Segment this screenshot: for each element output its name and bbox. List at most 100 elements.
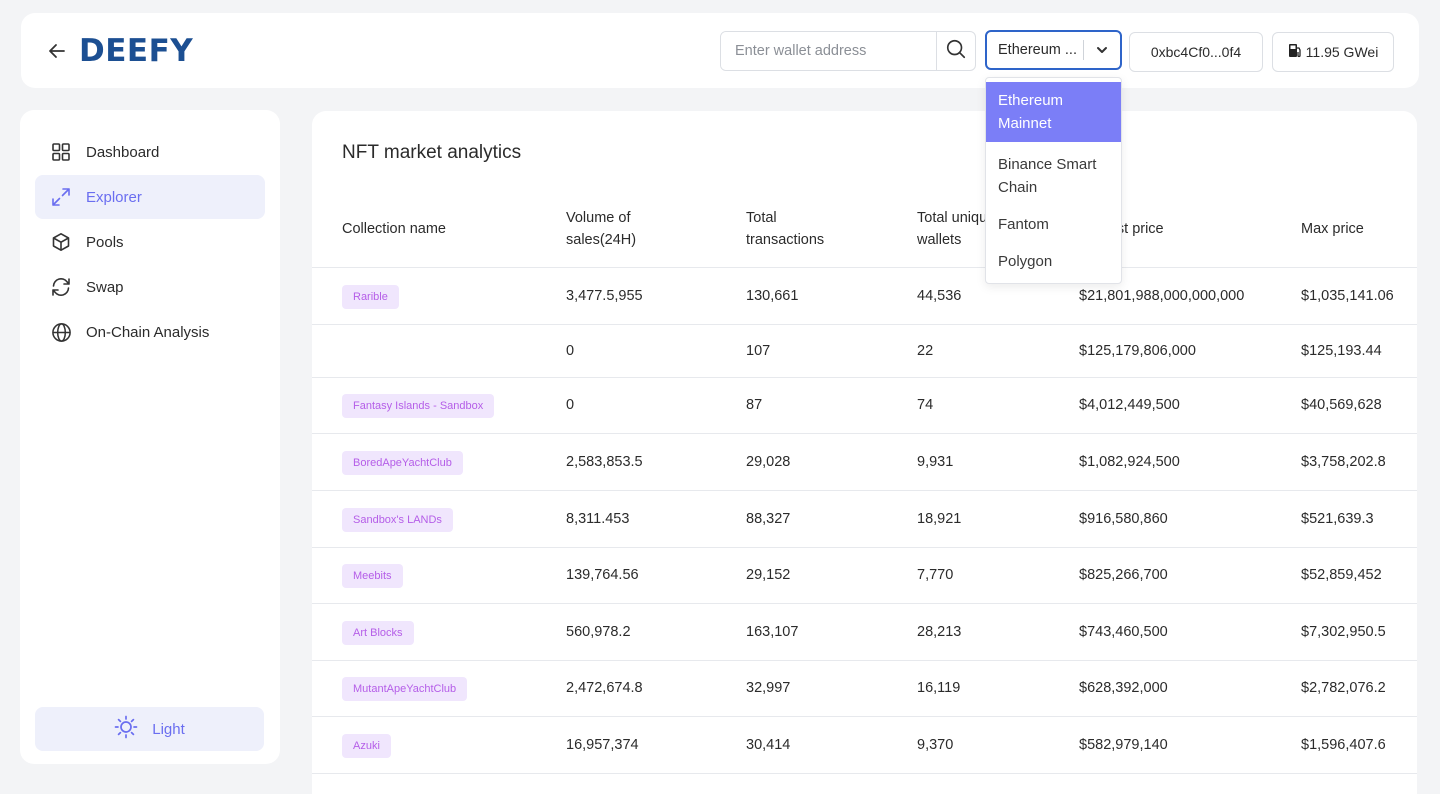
cell-transactions: 30,414 — [746, 737, 791, 753]
cell-max: $1,035,141.06 — [1301, 288, 1394, 304]
collection-tag[interactable]: Azuki — [342, 734, 391, 758]
expand-arrows-icon — [50, 186, 72, 208]
cell-wallets: 22 — [917, 343, 934, 359]
collection-tag[interactable]: MutantApeYachtClub — [342, 677, 468, 701]
table-row[interactable]: Sandbox's LANDs 8,311.453 88,327 18,921 $916… — [312, 491, 1417, 548]
cell-volume: 0 — [566, 397, 575, 413]
collection-tag[interactable]: Meebits — [342, 564, 403, 588]
network-dropdown-menu: Ethereum Mainnet Binance Smart Chain Fan… — [985, 77, 1122, 284]
cell-highest: $825,266,700 — [1079, 567, 1168, 583]
page-title: NFT market analytics — [342, 142, 522, 163]
cell-highest: $125,179,806,000 — [1079, 343, 1196, 359]
sidebar-item-label: Explorer — [86, 188, 142, 206]
cell-wallets: 74 — [917, 397, 934, 413]
column-header-wallets: Total unique wallets — [917, 210, 996, 248]
gas-pump-icon — [1288, 43, 1302, 61]
collection-tag[interactable]: Sandbox's LANDs — [342, 508, 453, 532]
cell-highest: $21,801,988,000,000,000 — [1079, 288, 1245, 304]
cell-volume: 16,957,374 — [566, 737, 639, 753]
globe-icon — [50, 321, 72, 343]
cell-max: $521,639.3 — [1301, 511, 1374, 527]
sun-icon — [114, 715, 138, 744]
wallet-address-button[interactable]: 0xbc4Cf0...0f4 — [1129, 32, 1263, 72]
cell-max: $40,569,628 — [1301, 397, 1382, 413]
chevron-down-icon[interactable] — [1084, 43, 1120, 57]
table-row[interactable]: Fantasy Islands - Sandbox 0 87 74 $4,012,449… — [312, 378, 1417, 434]
network-select-value: Ethereum ... — [998, 42, 1077, 58]
cell-wallets: 9,931 — [917, 454, 954, 470]
cell-volume: 2,472,674.8 — [566, 680, 643, 696]
sidebar-item-swap[interactable]: Swap — [35, 265, 265, 309]
cell-volume: 0 — [566, 343, 575, 359]
gas-price-value: 11.95 GWei — [1305, 44, 1379, 60]
cell-transactions: 87 — [746, 397, 763, 413]
cell-transactions: 88,327 — [746, 511, 791, 527]
table-row[interactable]: MutantApeYachtClub 2,472,674.8 32,997 16,11… — [312, 661, 1417, 717]
cube-icon — [50, 231, 72, 253]
cell-wallets: 9,370 — [917, 737, 954, 753]
table-row[interactable]: Azuki 16,957,374 30,414 9,370 $582,979,140 $1… — [312, 717, 1417, 774]
search-button[interactable] — [936, 32, 975, 70]
collection-tag[interactable]: BoredApeYachtClub — [342, 451, 463, 475]
cell-volume: 3,477.5,955 — [566, 288, 643, 304]
cell-max: $52,859,452 — [1301, 567, 1382, 583]
cell-transactions: 163,107 — [746, 624, 799, 640]
theme-toggle-button[interactable]: Light — [35, 707, 264, 751]
cell-wallets: 28,213 — [917, 624, 962, 640]
top-header: DEEFY Ethereum ... 0xbc4Cf0...0f4 11.95 … — [21, 13, 1419, 88]
table-row[interactable]: Meebits 139,764.56 29,152 7,770 $825,266,700… — [312, 548, 1417, 604]
collection-tag[interactable]: Fantasy Islands - Sandbox — [342, 394, 495, 418]
search-icon — [945, 38, 967, 65]
wallet-address-input[interactable] — [721, 32, 936, 70]
wallet-search — [720, 31, 976, 71]
cell-transactions: 107 — [746, 343, 771, 359]
cell-wallets: 44,536 — [917, 288, 962, 304]
back-arrow-icon[interactable] — [45, 39, 69, 63]
sidebar-item-pools[interactable]: Pools — [35, 220, 265, 264]
cell-highest: $1,082,924,500 — [1079, 454, 1180, 470]
cell-highest: $628,392,000 — [1079, 680, 1168, 696]
network-option-polygon[interactable]: Polygon — [998, 253, 1053, 270]
cell-highest: $743,460,500 — [1079, 624, 1168, 640]
cell-transactions: 29,028 — [746, 454, 791, 470]
sidebar-item-label: Pools — [86, 233, 124, 251]
cell-wallets: 18,921 — [917, 511, 962, 527]
cell-transactions: 130,661 — [746, 288, 799, 304]
network-option-fantom[interactable]: Fantom — [998, 216, 1049, 233]
grid-icon — [50, 141, 72, 163]
sidebar-item-dashboard[interactable]: Dashboard — [35, 130, 265, 174]
cell-max: $7,302,950.5 — [1301, 624, 1386, 640]
column-header-transactions: Total transactions — [746, 210, 825, 248]
sidebar-item-label: On-Chain Analysis — [86, 323, 210, 341]
cell-highest: $916,580,860 — [1079, 511, 1168, 527]
cell-max: $3,758,202.8 — [1301, 454, 1386, 470]
cell-wallets: 7,770 — [917, 567, 954, 583]
column-header-max-price: Max price — [1301, 221, 1364, 237]
gas-price-button[interactable]: 11.95 GWei — [1272, 32, 1394, 72]
cell-max: $125,193.44 — [1301, 343, 1382, 359]
cell-max: $2,782,076.2 — [1301, 680, 1386, 696]
cell-highest: $4,012,449,500 — [1079, 397, 1180, 413]
cell-transactions: 29,152 — [746, 567, 791, 583]
cell-volume: 8,311.453 — [566, 511, 630, 527]
collection-tag[interactable]: Art Blocks — [342, 621, 414, 645]
table-row[interactable]: Art Blocks 560,978.2 163,107 28,213 $743,460… — [312, 604, 1417, 661]
cell-wallets: 16,119 — [917, 680, 961, 696]
cell-volume: 2,583,853.5 — [566, 454, 643, 470]
sidebar-item-explorer[interactable]: Explorer — [35, 175, 265, 219]
cell-volume: 139,764.56 — [566, 567, 639, 583]
sidebar: Dashboard Explorer Pools Swap On-Chain A… — [20, 110, 280, 764]
network-option-bsc[interactable]: Binance Smart Chain — [998, 156, 1097, 196]
sidebar-item-label: Dashboard — [86, 143, 160, 161]
table-row[interactable]: Rarible 3,477.5,955 130,661 44,536 $21,801,9… — [312, 268, 1417, 325]
network-option-ethereum[interactable]: Ethereum Mainnet — [986, 82, 1121, 142]
network-select[interactable]: Ethereum ... — [985, 30, 1122, 70]
table-row[interactable]: 0 107 22 $125,179,806,000 $125,193.44 — [312, 325, 1417, 378]
cell-highest: $582,979,140 — [1079, 737, 1168, 753]
refresh-icon — [50, 276, 72, 298]
table-header: Collection name Volume of sales(24H) Tot… — [312, 207, 1417, 268]
brand-logo: DEEFY — [79, 33, 194, 69]
collection-tag[interactable]: Rarible — [342, 285, 399, 309]
sidebar-item-onchain-analysis[interactable]: On-Chain Analysis — [35, 310, 265, 354]
table-row[interactable]: BoredApeYachtClub 2,583,853.5 29,028 9,931 $… — [312, 434, 1417, 491]
